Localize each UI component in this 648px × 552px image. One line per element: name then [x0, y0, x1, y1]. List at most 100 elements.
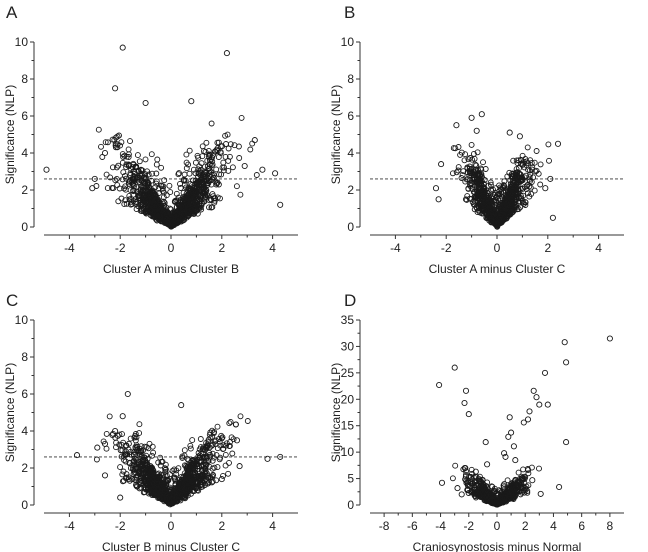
- outlier-point: [537, 490, 544, 497]
- data-point: [173, 204, 180, 210]
- data-point: [253, 172, 260, 178]
- y-tick-label: 30: [341, 339, 355, 353]
- data-point: [509, 189, 516, 196]
- data-point: [143, 467, 150, 474]
- data-point: [181, 447, 188, 454]
- data-point: [207, 172, 213, 179]
- data-point: [120, 477, 127, 484]
- data-point: [148, 151, 155, 158]
- data-point: [209, 450, 216, 457]
- data-point: [209, 161, 216, 168]
- data-point: [206, 169, 213, 176]
- y-tick-label: 35: [341, 313, 355, 327]
- data-point: [479, 480, 486, 487]
- outlier-point: [563, 359, 570, 366]
- outlier-point: [533, 394, 540, 401]
- data-point: [528, 464, 535, 471]
- data-point: [528, 166, 535, 173]
- outlier-point: [508, 429, 515, 436]
- data-point: [179, 453, 186, 460]
- x-tick-label: 4: [269, 519, 276, 533]
- data-point: [117, 464, 124, 471]
- data-point: [172, 216, 178, 223]
- outlier-point: [554, 140, 562, 147]
- data-point: [473, 162, 480, 169]
- data-point: [200, 450, 206, 457]
- data-point: [189, 474, 196, 481]
- data-point: [232, 421, 239, 428]
- outlier-point: [438, 161, 445, 168]
- data-point: [462, 465, 469, 471]
- data-point: [196, 189, 203, 196]
- outlier-point: [541, 369, 549, 376]
- y-tick-label: 25: [341, 366, 355, 380]
- outlier-point: [272, 170, 279, 177]
- data-point: [459, 172, 466, 179]
- data-point: [196, 163, 203, 170]
- data-point: [104, 139, 111, 146]
- data-point: [199, 143, 206, 150]
- data-point: [545, 141, 552, 148]
- y-tick-label: 5: [347, 472, 354, 486]
- data-point: [510, 157, 517, 164]
- outlier-point: [512, 457, 519, 464]
- outlier-point: [218, 476, 225, 483]
- data-point: [480, 201, 487, 208]
- data-point: [206, 444, 213, 451]
- outlier-point: [529, 477, 536, 484]
- data-point: [181, 171, 188, 178]
- data-point: [199, 483, 206, 490]
- data-point: [167, 189, 174, 196]
- data-point: [214, 179, 221, 186]
- x-axis-label: Cluster B minus Cluster C: [102, 540, 240, 552]
- data-point: [512, 171, 519, 178]
- outlier-point: [436, 381, 443, 389]
- data-point: [113, 444, 119, 451]
- data-point: [225, 167, 232, 174]
- data-point: [180, 206, 187, 213]
- outlier-point: [101, 149, 109, 157]
- data-point: [511, 182, 518, 189]
- data-point: [237, 413, 244, 420]
- data-point: [126, 459, 133, 466]
- outlier-point: [472, 468, 479, 475]
- outlier-point: [233, 437, 241, 444]
- data-point: [113, 164, 120, 171]
- data-point: [125, 146, 132, 153]
- outlier-point: [563, 439, 570, 446]
- data-point: [217, 454, 224, 461]
- data-point: [138, 449, 145, 456]
- outlier-point: [561, 339, 568, 346]
- data-point: [173, 190, 180, 197]
- data-point: [515, 469, 522, 476]
- outlier-point: [482, 439, 489, 446]
- data-point: [119, 159, 126, 166]
- outlier-point: [89, 185, 96, 192]
- data-point: [487, 210, 494, 217]
- panel-letter: B: [344, 3, 355, 22]
- data-point: [195, 450, 202, 456]
- data-point: [517, 174, 524, 181]
- data-point: [210, 171, 217, 178]
- y-tick-label: 0: [347, 220, 354, 234]
- data-point: [472, 198, 479, 205]
- data-point: [167, 471, 173, 478]
- panel-d: D 0 5 10 15 20 25 30 35 -8 -6 -4 -2 0 2 4 6 8 Craniosynost…: [329, 291, 624, 552]
- outlier-point: [112, 427, 119, 435]
- outlier-point: [461, 399, 468, 407]
- outlier-point: [473, 127, 480, 134]
- data-point: [113, 134, 119, 141]
- data-point: [160, 194, 167, 201]
- data-point: [133, 206, 140, 213]
- data-point: [198, 196, 205, 203]
- outlier-point: [530, 387, 537, 394]
- outlier-point: [259, 166, 266, 173]
- data-point: [115, 198, 122, 205]
- outlier-point: [547, 175, 554, 182]
- data-point: [220, 159, 227, 166]
- data-point: [464, 479, 471, 486]
- y-tick-label: 10: [15, 313, 29, 327]
- data-point: [496, 214, 503, 221]
- data-point: [187, 442, 194, 449]
- data-point: [106, 413, 113, 420]
